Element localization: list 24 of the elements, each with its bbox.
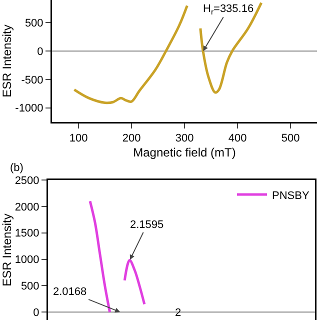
y-tick-label: -1000 [15,102,44,115]
y-axis-title: ESR Intensity [0,24,14,98]
x-axis-title: Magnetic field (mT) [133,145,236,160]
y-tick-label: 1500 [14,228,40,240]
y-tick-label: 2000 [14,201,40,214]
x-tick-label: 100 [69,132,88,145]
y-tick-label: 0 [33,306,40,319]
x-tick-label: 500 [281,132,300,145]
y-tick-label: 500 [20,280,40,293]
annotation: 2 [175,307,182,319]
text: (b) [10,162,24,174]
y-axis-title: ESR Intensity [0,214,14,286]
x-tick-label: 300 [175,132,194,145]
y-tick-label: 500 [24,18,44,30]
x-tick-label: 400 [228,132,247,145]
x-tick-label: 200 [122,132,141,145]
y-tick-label: 2500 [14,174,40,187]
y-tick-label: 1000 [14,254,40,266]
annotation: 2.1595 [130,219,164,231]
legend-label: PNSBY [272,190,310,202]
annotation: H$_{r}$=335.16 [203,3,254,16]
y-tick-label: 0 [37,46,44,58]
y-tick-label: -500 [21,74,44,86]
annotation: 2.0168 [53,286,87,298]
